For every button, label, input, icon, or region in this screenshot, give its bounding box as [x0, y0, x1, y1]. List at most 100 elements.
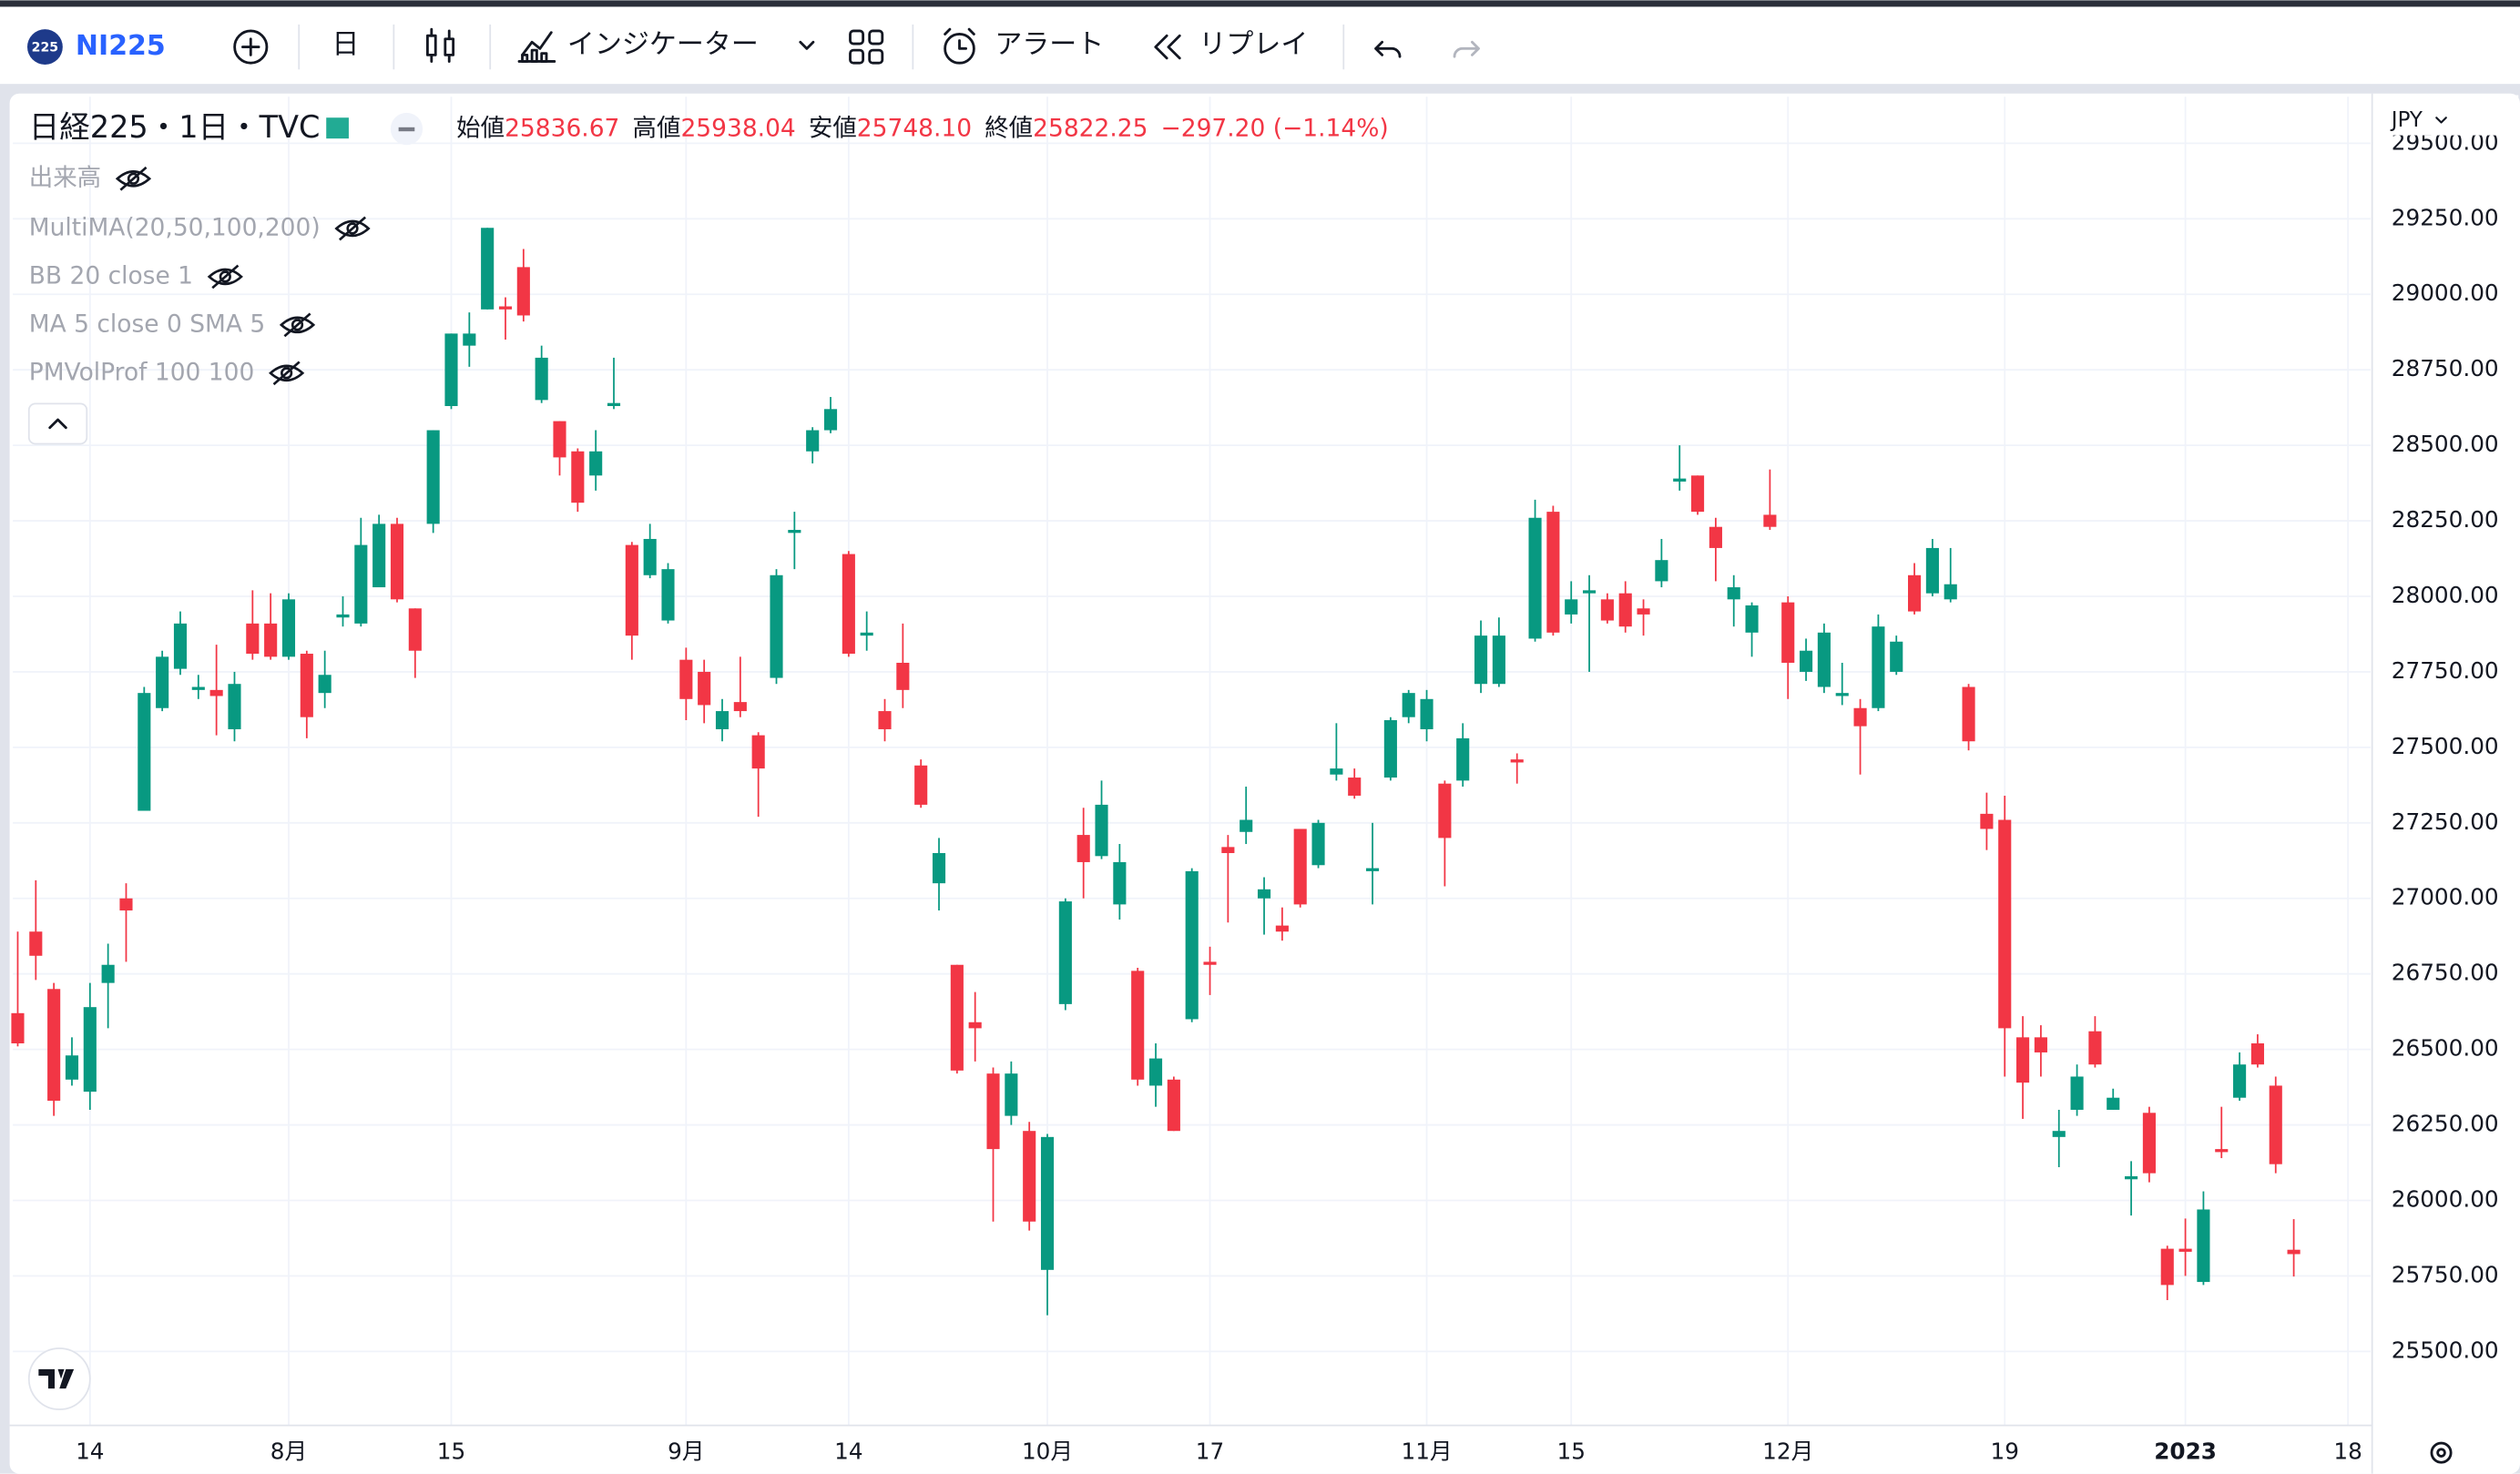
- candle-body: [228, 684, 241, 729]
- candle-body: [2269, 1085, 2282, 1164]
- currency[interactable]: JPY: [2390, 108, 2423, 132]
- eye-slash: [339, 216, 366, 241]
- candle-body: [1456, 737, 1470, 781]
- y-tick-label: 27250.00: [2392, 808, 2499, 835]
- x-tick-label: 14: [76, 1438, 104, 1465]
- candle-body: [1076, 835, 1090, 862]
- candle-body: [191, 686, 205, 690]
- candle-body: [2034, 1037, 2047, 1052]
- candle-body: [1925, 547, 1939, 594]
- candle-body: [354, 544, 368, 624]
- candle-body: [661, 569, 675, 621]
- symbol-button[interactable]: 225 NI225: [26, 29, 166, 65]
- candle-body: [1293, 828, 1307, 905]
- eye-pupil: [291, 319, 304, 331]
- candle-body: [896, 662, 910, 690]
- candle-body: [1257, 889, 1271, 899]
- candle-body: [1890, 641, 1903, 672]
- candle-body: [968, 1022, 982, 1029]
- candle-body: [1546, 512, 1560, 633]
- candle-body: [1492, 635, 1505, 685]
- indicators-label: インジケーター: [567, 28, 759, 60]
- x-tick-label: 8月: [270, 1438, 307, 1465]
- candle-body: [1600, 599, 1614, 621]
- undo[interactable]: [1374, 40, 1402, 58]
- hide-study[interactable]: [279, 312, 316, 338]
- candle-body: [1637, 608, 1650, 615]
- hide-study[interactable]: [115, 166, 152, 191]
- candle-body: [643, 538, 657, 575]
- candle-body: [1673, 478, 1687, 482]
- candle-body: [1365, 868, 1380, 871]
- candle-body: [1185, 870, 1199, 1020]
- study: BB 20 close 1: [29, 261, 193, 290]
- x-tick-label: 11月: [1401, 1438, 1452, 1465]
- replay-button[interactable]: リプレイ: [1154, 28, 1309, 60]
- candle-body: [408, 608, 422, 651]
- indicators-button[interactable]: インジケーター: [517, 28, 759, 63]
- y-tick-label: 27500.00: [2392, 733, 2499, 759]
- dropdown[interactable]: [799, 40, 815, 50]
- y-tick-label: 27750.00: [2392, 657, 2499, 684]
- eye-slash: [211, 264, 240, 290]
- eye-slash: [283, 312, 311, 338]
- alert-button[interactable]: アラート: [944, 27, 1105, 65]
- candle-body: [751, 735, 765, 769]
- alert-label: アラート: [995, 28, 1104, 60]
- candle-body: [1167, 1079, 1180, 1132]
- axes: 25500.00 25750.00 26000.00 26250.00 26500.00…: [76, 128, 2499, 1464]
- candle-body: [1800, 650, 1813, 672]
- candle-body: [65, 1055, 79, 1080]
- status-bar: [398, 127, 415, 132]
- add-symbol[interactable]: [233, 29, 269, 65]
- candle-body: [625, 544, 638, 636]
- eye-slash: [119, 166, 148, 191]
- y-tick-label: 28250.00: [2392, 506, 2499, 533]
- layout-button[interactable]: [849, 29, 884, 65]
- currency-chevron: [2435, 117, 2447, 124]
- candle-body: [1095, 804, 1108, 857]
- candle-body: [1330, 768, 1343, 775]
- settings[interactable]: [2430, 1441, 2453, 1464]
- candle-body: [932, 852, 946, 884]
- candle-body: [733, 702, 747, 712]
- hide-study[interactable]: [207, 264, 243, 290]
- tv-logo: [27, 1347, 91, 1410]
- candle-body: [806, 430, 820, 452]
- chart-type-button[interactable]: [425, 27, 455, 63]
- candle-body: [1872, 626, 1885, 708]
- candle-body: [1944, 584, 1957, 600]
- candle-body: [770, 574, 783, 678]
- hide-study[interactable]: [269, 361, 305, 386]
- candle-body: [2142, 1113, 2156, 1174]
- candle-body: [1998, 819, 2012, 1029]
- x-tick-label: 15: [437, 1438, 465, 1465]
- candle-body: [2160, 1248, 2174, 1286]
- collapse-studies[interactable]: [27, 402, 88, 445]
- redo[interactable]: [1453, 40, 1480, 58]
- ohlc-value: 25748.10: [857, 114, 972, 142]
- eye-pupil: [281, 367, 293, 380]
- ohlc-label: 始値: [456, 114, 505, 142]
- y-tick-label: 28000.00: [2392, 582, 2499, 608]
- candle-body: [300, 654, 313, 717]
- candle-body: [1853, 707, 1867, 727]
- legend-title: 日経225・1日・TVC: [29, 109, 321, 145]
- candle-body: [1311, 822, 1325, 866]
- eye-pupil: [127, 172, 140, 185]
- candle-body: [1709, 526, 1722, 548]
- candle-body: [498, 306, 513, 310]
- candle-body: [426, 430, 440, 524]
- candle-body: [1420, 698, 1433, 729]
- candle-body: [390, 524, 404, 600]
- candle-body: [553, 421, 566, 458]
- candle-body: [589, 451, 603, 476]
- x-tick-label: 18: [2333, 1438, 2362, 1465]
- interval-button[interactable]: 日: [332, 28, 359, 60]
- candle-body: [2197, 1209, 2210, 1283]
- y-tick-label: 27000.00: [2392, 884, 2499, 910]
- candle-body: [1565, 599, 1578, 615]
- replay-label: リプレイ: [1199, 28, 1308, 60]
- candle-body: [2250, 1042, 2264, 1065]
- hide-study[interactable]: [334, 216, 371, 241]
